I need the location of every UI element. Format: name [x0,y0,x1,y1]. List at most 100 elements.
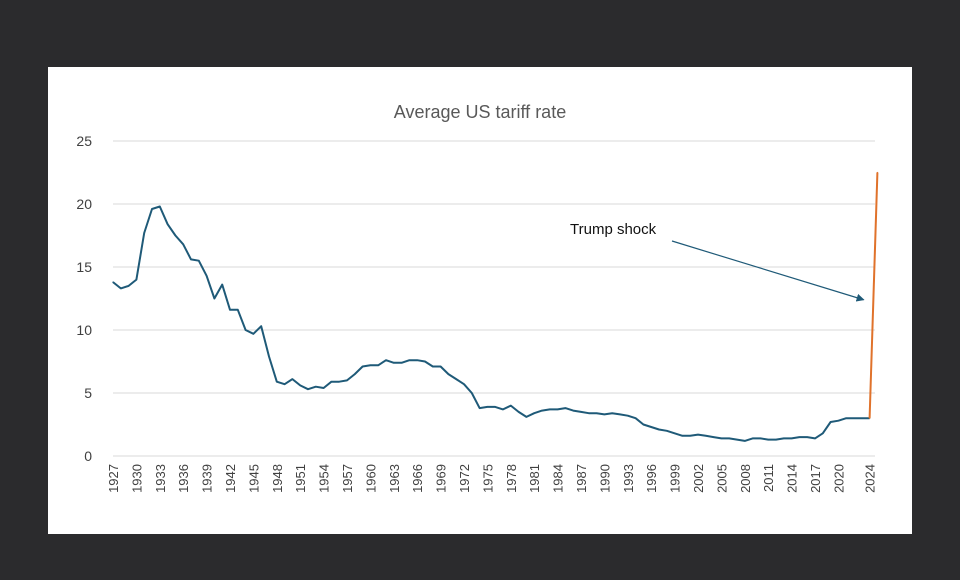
data-point [837,420,840,422]
data-point [276,381,278,383]
data-point [541,410,543,412]
x-tick-label: 1987 [574,464,589,493]
data-point [845,417,847,419]
data-point [518,411,520,413]
data-point [440,365,442,368]
x-tick-label: 1972 [457,464,472,493]
data-point [697,433,699,436]
data-point [830,421,832,423]
data-point [260,325,262,327]
y-tick-label: 15 [76,259,92,275]
data-point [767,439,769,441]
x-tick-label: 1966 [410,464,425,493]
data-point [135,279,137,281]
x-tick-label: 1984 [551,464,566,493]
data-point [596,412,598,414]
data-point [744,440,746,442]
y-tick-label: 10 [76,322,92,338]
data-point [471,392,473,394]
x-tick-label: 2002 [691,464,706,493]
data-point [221,284,223,286]
data-point [190,258,192,261]
data-point [182,243,184,245]
data-point [362,365,364,368]
data-point [791,437,793,439]
data-point [424,360,426,363]
data-point [674,432,676,434]
data-point [447,373,449,375]
x-tick-label: 2014 [785,464,800,493]
data-point [525,416,527,418]
x-tick-label: 1969 [434,464,449,493]
data-point [814,437,816,439]
data-point [268,355,270,358]
data-point [307,388,309,390]
historical-tariff-line [112,205,870,442]
data-point [245,329,247,331]
x-tick-label: 1960 [363,464,378,493]
data-point [463,383,465,385]
data-point [174,234,176,237]
x-tick-label: 1945 [246,464,261,493]
data-point [822,432,824,434]
data-point [510,405,512,407]
data-point [167,223,169,225]
data-point [479,407,481,409]
data-point [798,436,801,438]
x-tick-label: 2020 [831,464,846,493]
data-point [299,384,301,387]
data-point [627,415,629,417]
data-point [861,417,863,419]
x-tick-label: 1978 [504,464,519,493]
chart-title: Average US tariff rate [394,102,566,122]
data-point [869,417,871,419]
data-point [752,437,754,439]
data-point [151,208,153,210]
data-point [338,381,340,383]
data-point [728,437,730,439]
data-point [128,285,130,287]
data-point [736,439,738,441]
y-axis-ticks: 0 5 10 15 20 25 [76,133,92,464]
y-tick-label: 20 [76,196,92,212]
data-point [323,387,325,389]
data-point [502,408,504,410]
x-tick-label: 1963 [387,464,402,493]
data-point [549,408,551,410]
x-tick-label: 1981 [527,464,542,493]
annotation-arrow [671,240,865,302]
data-point [198,260,200,262]
data-point [642,423,645,426]
data-point [112,281,114,283]
data-point [291,378,293,380]
x-tick-label: 1999 [668,464,683,493]
x-tick-label: 2011 [761,464,776,492]
data-point [806,436,808,438]
annotations: Trump shock [570,221,865,302]
x-tick-label: 2024 [863,464,878,493]
x-tick-label: 1996 [644,464,659,493]
data-point [853,417,855,419]
data-point [720,437,723,439]
data-point [315,386,317,388]
data-point [385,359,387,361]
gridlines [113,140,875,457]
data-point [689,435,691,437]
data-point [252,333,254,335]
data-point [876,171,879,174]
data-point [588,412,590,414]
data-point [557,408,559,410]
x-tick-label: 1975 [480,464,495,493]
x-tick-label: 1927 [106,464,121,493]
x-tick-label: 1954 [317,464,332,493]
data-point [213,297,215,300]
data-point [635,417,637,419]
x-tick-label: 1942 [223,464,238,493]
x-axis-ticks: 1927 1930 1933 1936 1939 1942 1945 1948 1951 1954… [106,464,878,493]
data-point [572,410,574,412]
data-point [354,373,356,375]
data-point [408,359,410,361]
x-tick-label: 1957 [340,464,355,493]
data-point [284,383,286,385]
